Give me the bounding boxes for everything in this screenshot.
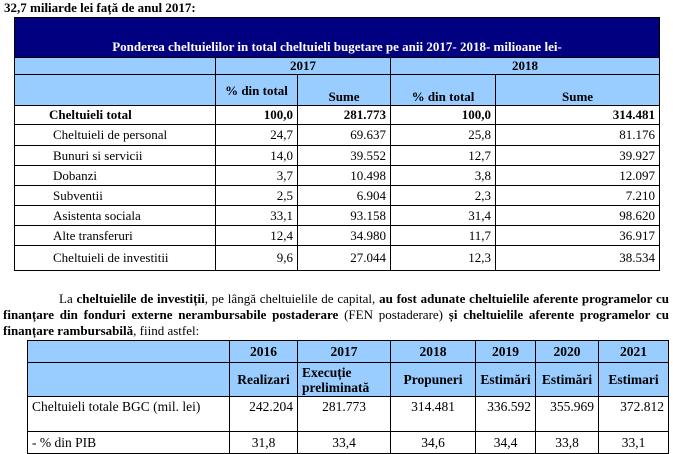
cell: 69.637 — [297, 124, 391, 146]
empty-cell — [14, 57, 216, 75]
bold-text: și cheltuielile aferente programelor cu … — [3, 307, 669, 338]
cell: 36.917 — [494, 225, 661, 246]
year-header: 2019 — [475, 340, 536, 363]
text: (FEN postaderare) — [338, 307, 449, 322]
cell: 6.904 — [297, 185, 391, 206]
type-header: Estimări — [475, 362, 536, 397]
intro-text: 32,7 miliarde lei față de anul 2017: — [4, 0, 196, 15]
cell: 2,3 — [390, 185, 496, 206]
cell: 281.773 — [297, 105, 391, 125]
expenditure-share-table: Ponderea cheltuielilor in total cheltuie… — [13, 17, 661, 271]
empty-cell — [27, 362, 230, 397]
table-row: Dobanzi 3,7 10.498 3,8 12.097 — [14, 165, 661, 186]
row-label: Cheltuieli total — [14, 105, 216, 125]
cell: 33,1 — [215, 205, 298, 226]
type-header: Realizari — [229, 362, 298, 397]
table-row: Cheltuieli totale BGC (mil. lei) 242.204… — [27, 396, 669, 432]
cell: 98.620 — [494, 205, 661, 226]
cell: 336.592 — [475, 396, 536, 432]
year-header: 2018 — [390, 340, 476, 363]
cell: 39.927 — [494, 145, 661, 166]
cell: 34,6 — [390, 431, 476, 454]
cell: 3,7 — [215, 165, 298, 186]
empty-cell — [14, 74, 216, 106]
body-paragraph: La cheltuielile de investiții, pe lângă … — [3, 291, 669, 339]
table-row: Alte transferuri 12,4 34.980 11,7 36.917 — [14, 225, 661, 246]
cell: 12,3 — [390, 245, 496, 271]
year-header: 2016 — [229, 340, 298, 363]
empty-cell — [27, 340, 230, 363]
cell: 9,6 — [215, 245, 298, 271]
table-row: Cheltuieli de personal 24,7 69.637 25,8 81.1… — [14, 124, 661, 146]
subheader: Sume — [297, 74, 391, 106]
year-header: 2020 — [535, 340, 599, 363]
subheader: Sume — [494, 74, 661, 106]
text: , pe lângă cheltuielile de capital, — [204, 291, 380, 306]
row-label: Asistenta sociala — [14, 205, 216, 226]
table-row: - % din PIB 31,8 33,4 34,6 34,4 33,8 33,… — [27, 431, 669, 454]
row-label: Alte transferuri — [14, 225, 216, 246]
text: La — [59, 291, 77, 306]
cell: 33,4 — [297, 431, 391, 454]
cell: 11,7 — [390, 225, 496, 246]
bold-text: au fost adunate cheltuielile aferente pr… — [3, 291, 670, 322]
cell: 2,5 — [215, 185, 298, 206]
row-label: Cheltuieli totale BGC (mil. lei) — [27, 396, 230, 432]
cell: 34,4 — [475, 431, 536, 454]
cell: 25,8 — [390, 124, 496, 146]
cell: 314.481 — [390, 396, 476, 432]
year-header: 2017 — [215, 57, 391, 75]
row-label: - % din PIB — [27, 431, 230, 454]
cell: 3,8 — [390, 165, 496, 186]
cell: 372.812 — [598, 396, 669, 432]
cell: 242.204 — [229, 396, 298, 432]
cell: 33,8 — [535, 431, 599, 454]
type-header: Estimari — [598, 362, 669, 397]
cell: 81.176 — [494, 124, 661, 146]
cell: 281.773 — [297, 396, 391, 432]
type-header: Execuție preliminată — [297, 362, 391, 397]
cell: 7.210 — [494, 185, 661, 206]
cell: 12,4 — [215, 225, 298, 246]
cell: 314.481 — [494, 105, 661, 125]
table-row: Cheltuieli de investitii 9,6 27.044 12,3 38.… — [14, 245, 661, 271]
row-label: Bunuri si servicii — [14, 145, 216, 166]
table-row: Subventii 2,5 6.904 2,3 7.210 — [14, 185, 661, 206]
table-row: Asistenta sociala 33,1 93.158 31,4 98.620 — [14, 205, 661, 226]
cell: 100,0 — [215, 105, 298, 125]
type-header: Propuneri — [390, 362, 476, 397]
row-label: Dobanzi — [14, 165, 216, 186]
cell: 12.097 — [494, 165, 661, 186]
row-label: Subventii — [14, 185, 216, 206]
cell: 39.552 — [297, 145, 391, 166]
row-label: Cheltuieli de personal — [14, 124, 216, 146]
cell: 14,0 — [215, 145, 298, 166]
cell: 93.158 — [297, 205, 391, 226]
subheader: % din total — [390, 74, 496, 106]
cell: 27.044 — [297, 245, 391, 271]
table-title: Ponderea cheltuielilor in total cheltuie… — [13, 17, 661, 58]
cell: 100,0 — [390, 105, 496, 125]
cell: 31,4 — [390, 205, 496, 226]
cell: 31,8 — [229, 431, 298, 454]
cell: 12,7 — [390, 145, 496, 166]
bold-text: cheltuielile de investiții — [76, 291, 205, 306]
year-header: 2018 — [389, 57, 661, 75]
row-label: Cheltuieli de investitii — [14, 245, 216, 271]
cell: 24,7 — [215, 124, 298, 146]
cell: 355.969 — [535, 396, 599, 432]
year-header: 2017 — [297, 340, 391, 363]
table-row: Cheltuieli total 100,0 281.773 100,0 314… — [14, 105, 661, 125]
cell: 10.498 — [297, 165, 391, 186]
budget-projection-table: 2016 2017 2018 2019 2020 2021 Realizari … — [27, 340, 669, 454]
cell: 33,1 — [598, 431, 669, 454]
text: , fiind astfel: — [133, 323, 200, 338]
type-header: Estimări — [535, 362, 599, 397]
cell: 34.980 — [297, 225, 391, 246]
year-header: 2021 — [598, 340, 669, 363]
subheader: % din total — [215, 74, 298, 106]
table-row: Bunuri si servicii 14,0 39.552 12,7 39.927 — [14, 145, 661, 166]
cell: 38.534 — [494, 245, 661, 271]
